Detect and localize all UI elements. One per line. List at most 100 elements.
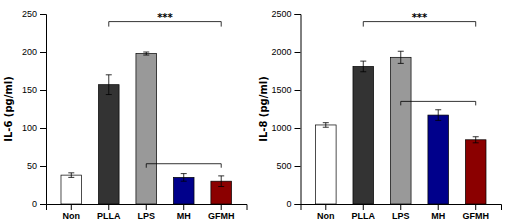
bracket-line	[475, 101, 476, 105]
significance-bracket	[146, 164, 221, 168]
bar	[465, 140, 486, 204]
tick-mark	[108, 204, 109, 210]
tick-mark	[295, 52, 301, 53]
significance-label: ***	[412, 12, 428, 23]
tick-mark	[40, 128, 46, 129]
tick: 0	[32, 199, 46, 209]
bar	[173, 177, 194, 204]
panel: 05001000150020002500NonPLLALPSMHGFMHIL-8…	[258, 9, 502, 221]
tick-label: PLLA	[97, 211, 121, 221]
x-axis: Non PLLA LPS MH GFMH	[301, 204, 502, 221]
error-cap	[323, 122, 329, 123]
tick-label: GFMH	[208, 211, 235, 221]
tick: 1500	[271, 85, 300, 95]
bar	[428, 115, 449, 204]
bracket-line	[401, 101, 476, 102]
axis-line	[295, 15, 302, 205]
error-line	[146, 52, 147, 55]
tick-label: MH	[431, 211, 445, 221]
error-bar	[360, 61, 366, 72]
y-axis: 0 50 100 150 200 250	[22, 9, 47, 209]
tick-mark	[400, 204, 401, 210]
tick-label: 2500	[271, 9, 291, 19]
tick: 100	[22, 123, 46, 133]
significance-label: ***	[157, 12, 173, 23]
tick: 500	[276, 161, 300, 171]
figure: 050100150200250NonPLLALPSMHGFMHIL-6 (pg/…	[0, 0, 509, 224]
tick-label: 50	[27, 161, 37, 171]
error-cap	[106, 94, 112, 95]
tick: 2500	[271, 9, 300, 19]
tick: 200	[22, 47, 46, 57]
tick: LPS	[392, 204, 410, 221]
tick-mark	[295, 90, 301, 91]
tick-label: LPS	[392, 211, 410, 221]
tick-label: 0	[32, 199, 37, 209]
tick-label: 2000	[271, 47, 291, 57]
error-cap	[218, 186, 224, 187]
bar	[390, 57, 411, 204]
tick-label: Non	[317, 211, 335, 221]
error-line	[325, 123, 326, 128]
error-cap	[218, 175, 224, 176]
error-line	[475, 137, 476, 143]
error-cap	[360, 61, 366, 62]
error-line	[400, 51, 401, 63]
error-bar	[143, 52, 149, 55]
tick-label: 150	[22, 85, 37, 95]
tick-mark	[40, 204, 46, 205]
tick: GFMH	[208, 204, 235, 221]
tick-label: PLLA	[352, 211, 376, 221]
axis-line	[47, 205, 248, 211]
error-cap	[360, 71, 366, 72]
tick-mark	[295, 14, 301, 15]
significance-bracket	[401, 101, 476, 105]
bracket-line	[400, 101, 401, 105]
error-cap	[473, 142, 479, 143]
tick-label: 250	[22, 9, 37, 19]
tick: 0	[286, 199, 300, 209]
error-line	[183, 174, 184, 182]
tick-mark	[40, 166, 46, 167]
tick: 250	[22, 9, 46, 19]
tick: 150	[22, 85, 46, 95]
tick-label: 500	[276, 161, 291, 171]
error-cap	[398, 63, 404, 64]
tick-label: 200	[22, 47, 37, 57]
y-axis: 0 500 1000 1500 2000 2500	[271, 9, 301, 209]
tick-mark	[325, 204, 326, 210]
error-bar	[218, 176, 224, 187]
tick: MH	[177, 204, 191, 221]
tick-label: GFMH	[462, 211, 489, 221]
tick-mark	[475, 204, 476, 210]
tick-mark	[40, 90, 46, 91]
error-bar	[435, 110, 441, 121]
error-bar	[398, 51, 404, 63]
error-bar	[68, 173, 74, 178]
tick-mark	[40, 52, 46, 53]
bracket-line	[363, 22, 364, 27]
bar	[315, 125, 336, 204]
bracket-line	[221, 22, 222, 27]
tick-label: 0	[286, 199, 291, 209]
error-line	[221, 176, 222, 187]
error-cap	[398, 51, 404, 52]
panel: 050100150200250NonPLLALPSMHGFMHIL-6 (pg/…	[3, 9, 247, 221]
tick-label: Non	[63, 211, 81, 221]
tick-mark	[295, 128, 301, 129]
bar	[61, 175, 82, 204]
error-bar	[473, 137, 479, 143]
tick: 1000	[271, 123, 300, 133]
axis-line	[40, 15, 47, 205]
axis-line	[301, 205, 502, 211]
tick: PLLA	[97, 204, 121, 221]
plot-area	[315, 51, 486, 204]
tick: GFMH	[462, 204, 489, 221]
tick-mark	[183, 204, 184, 210]
bracket-line	[108, 22, 109, 27]
tick-mark	[363, 204, 364, 210]
error-cap	[181, 181, 187, 182]
bracket-line	[146, 164, 147, 168]
error-cap	[143, 52, 149, 53]
tick: Non	[317, 204, 335, 221]
